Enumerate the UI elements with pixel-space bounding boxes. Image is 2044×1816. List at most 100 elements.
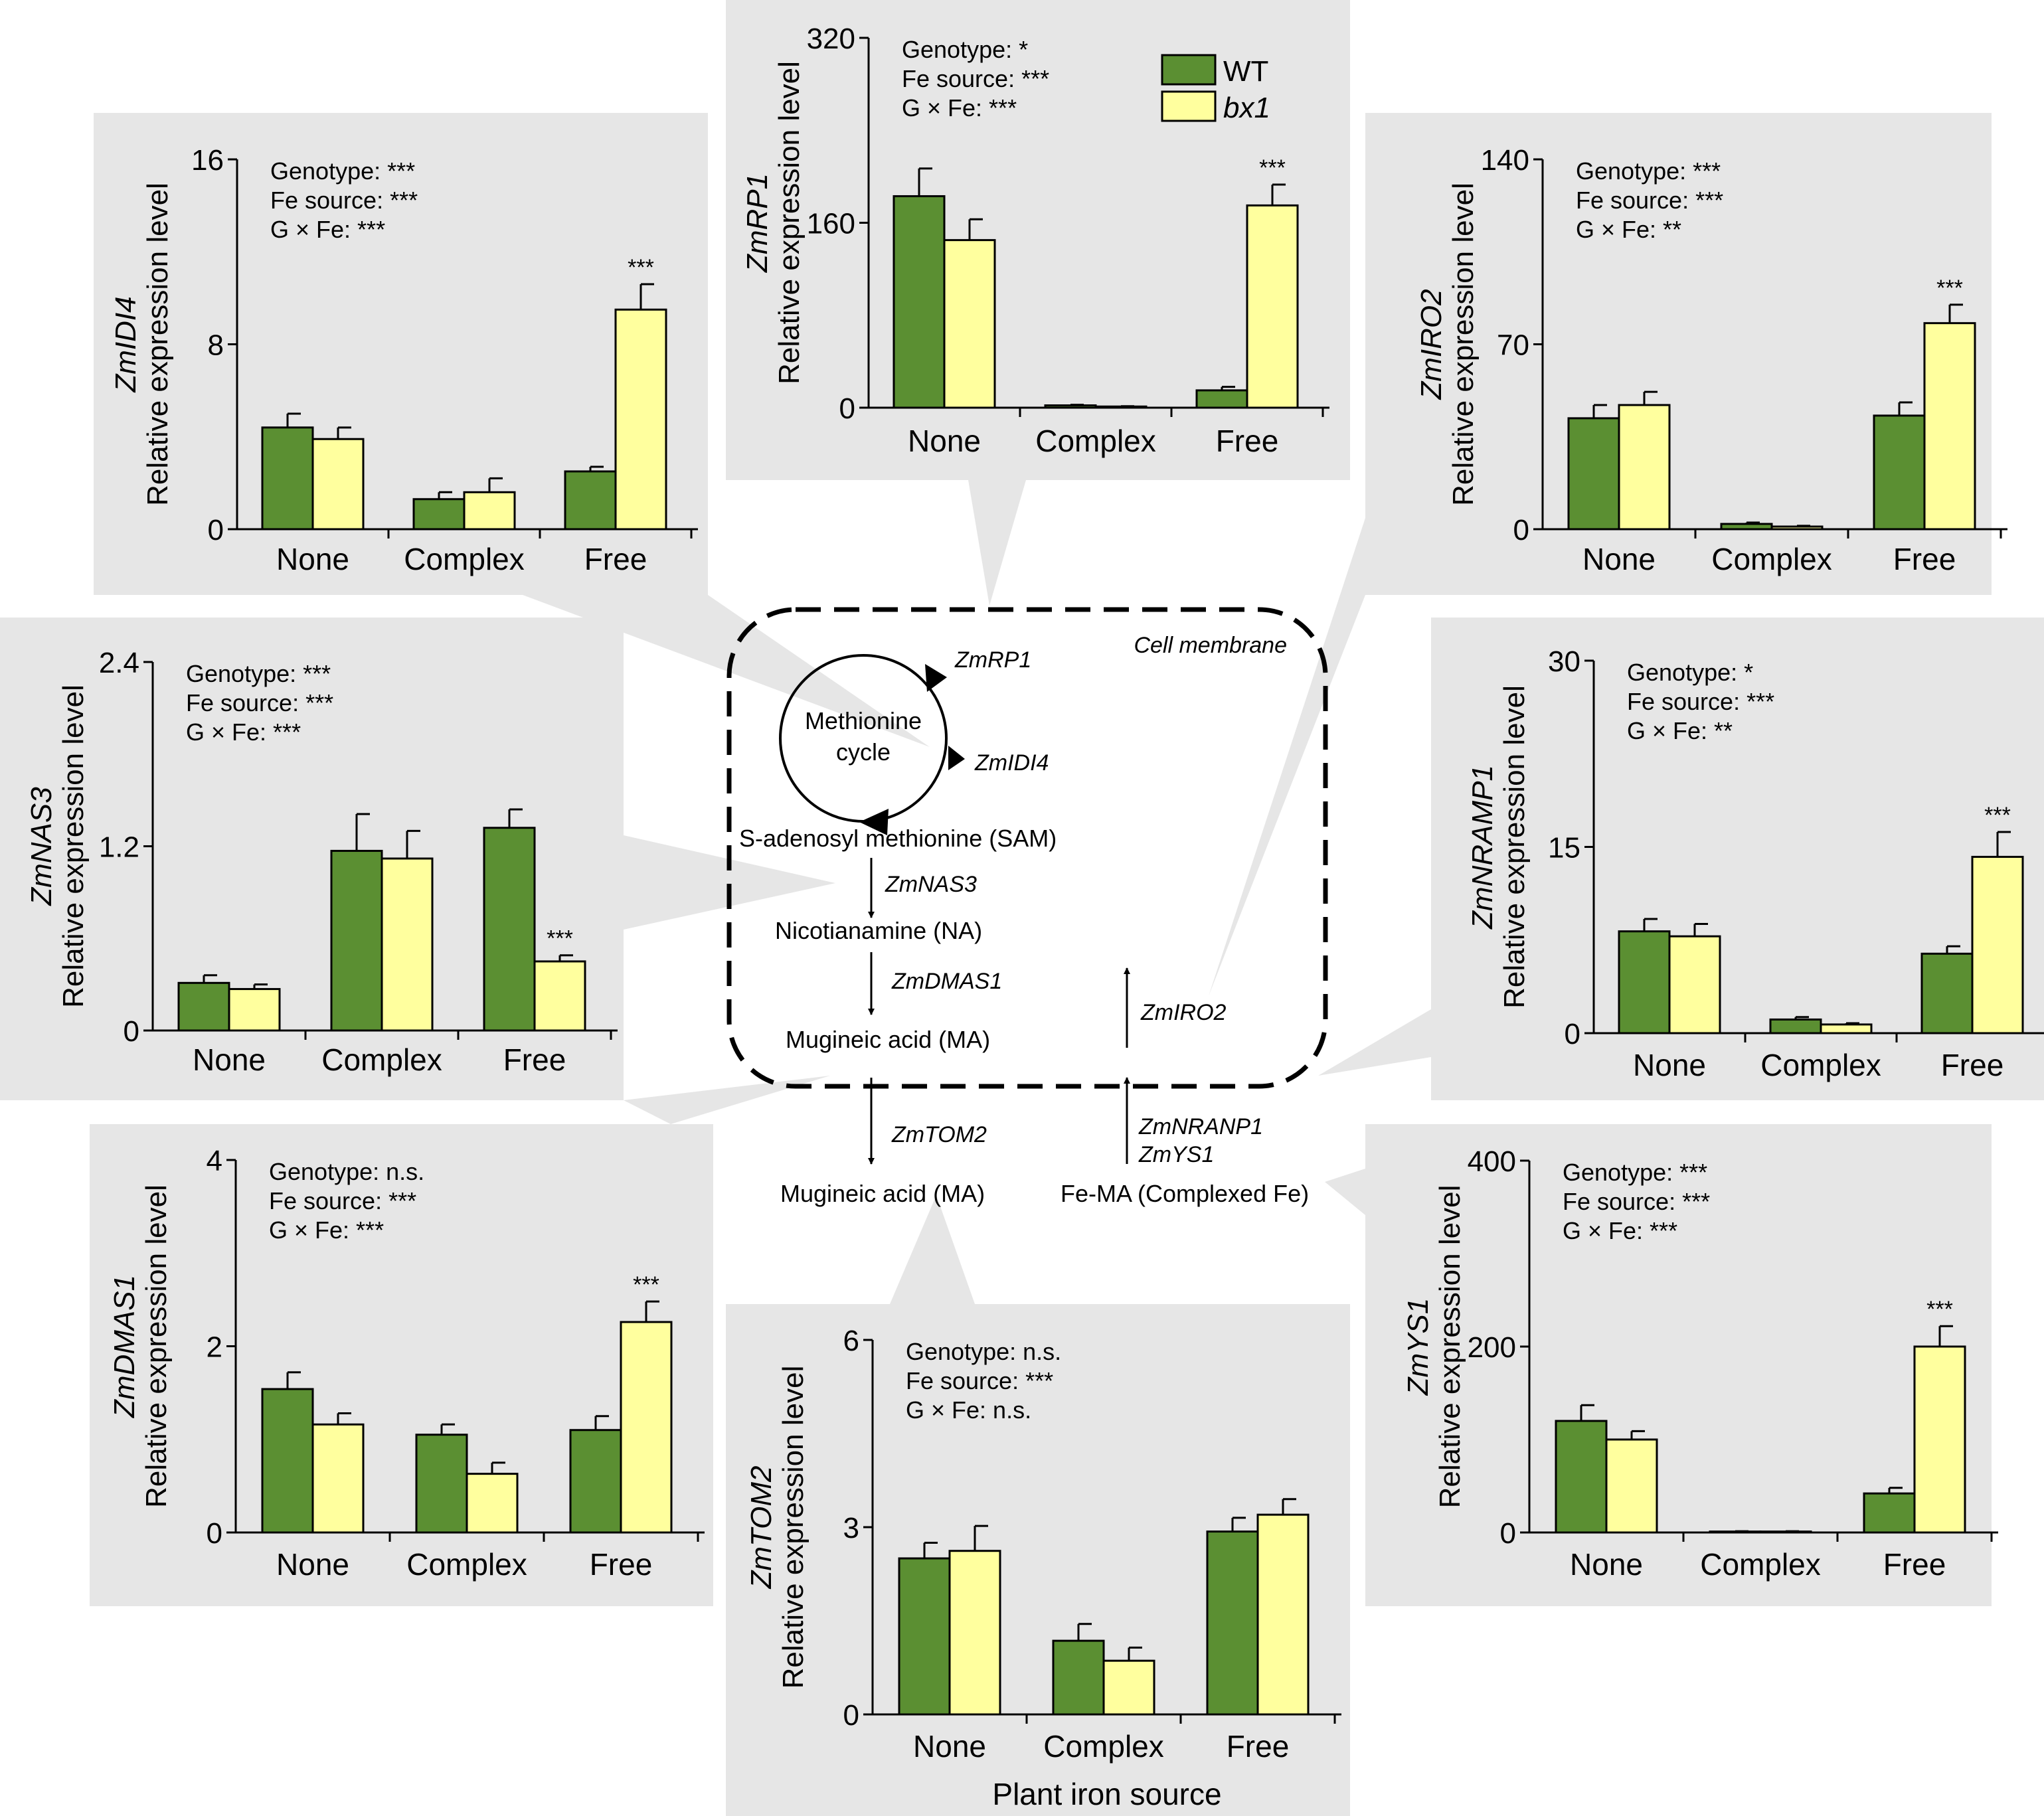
bar-wt-none [898, 1557, 951, 1716]
iron-uptake-pathway-diagram: Cell membrane Methionine cycle ZmRP1 ZmI… [726, 607, 1328, 1207]
y-tick-label: 0 [839, 392, 855, 425]
callout-zmnas3 [624, 835, 835, 930]
y-axis-label: Relative expression level [1434, 1185, 1466, 1509]
chart-panel-zmiro2: 0 70 140 None Complex *** Free Genotype: ***Fe … [1365, 113, 2007, 595]
y-tick-label: 320 [807, 23, 855, 55]
y-tick-label: 30 [1548, 645, 1580, 678]
bar-wt-none [177, 981, 230, 1032]
y-tick-label: 0 [1500, 1517, 1516, 1550]
y-tick-label: 0 [207, 1517, 222, 1550]
bar-wt-free [1863, 1492, 1916, 1534]
y-tick-label: 2 [207, 1331, 222, 1364]
chart-panel-zmys1: 0 200 400 None Complex *** Free Genotype: ***Fe… [1365, 1124, 1998, 1606]
stats-line: Fe source: *** [1576, 187, 1723, 214]
cycle-arrowhead-right [948, 746, 965, 770]
bar-bx1-complex [463, 491, 516, 531]
category-label: None [1633, 1048, 1706, 1082]
y-axis-label: Relative expression level [141, 183, 174, 506]
chart-panel-zmnramp1: 0 15 30 None Complex *** Free Genotype: *Fe sou… [1431, 618, 2044, 1100]
legend-swatch-bx1 [1161, 90, 1217, 122]
y-tick-label: 4 [207, 1145, 222, 1177]
bar-bx1-none [948, 1550, 1001, 1716]
y-axis-label: Relative expression level [1498, 685, 1531, 1009]
methionine-cycle-label: Methionine [805, 707, 922, 734]
y-tick-label: 400 [1468, 1145, 1516, 1178]
category-label: Free [1883, 1547, 1946, 1582]
chart-panel-zmidi4: 0 8 16 None Complex *** Free Genotype: ***Fe so… [94, 113, 708, 595]
bar-bx1-complex [1820, 1023, 1873, 1034]
category-label: None [913, 1729, 986, 1764]
bar-wt-none [1618, 930, 1671, 1034]
category-label: Free [1216, 424, 1279, 458]
step-zmys1-label: ZmYS1 [1138, 1142, 1214, 1167]
y-tick-label: 6 [843, 1325, 859, 1357]
bar-bx1-free [1913, 1345, 1966, 1534]
stats-line: Genotype: *** [270, 157, 415, 185]
methionine-cycle-label-line2: cycle [836, 738, 891, 766]
legend: WT bx1 [1161, 54, 1270, 124]
bar-bx1-none [228, 988, 281, 1032]
category-label: None [1570, 1547, 1643, 1582]
bar-wt-complex [1769, 1018, 1822, 1034]
bar-wt-none [893, 195, 946, 409]
chart-panel-zmnas3: 0 1.2 2.4 None Complex *** Free Genotype: ***Fe… [0, 618, 624, 1100]
step-zmnranp1-label: ZmNRANP1 [1138, 1114, 1263, 1139]
legend-label-bx1: bx1 [1223, 92, 1270, 124]
significance-label: *** [633, 1272, 659, 1297]
category-label: None [276, 1547, 349, 1582]
bar-wt-free [564, 470, 617, 531]
bar-wt-none [261, 426, 314, 531]
y-tick-label: 200 [1468, 1331, 1516, 1364]
step-zmdmas1-label: ZmDMAS1 [891, 969, 1002, 994]
stats-line: G × Fe: n.s. [906, 1396, 1031, 1424]
bar-wt-complex [1052, 1639, 1105, 1716]
bar-bx1-free [533, 960, 586, 1032]
bar-bx1-none [311, 1423, 365, 1534]
stats-line: Fe source: *** [902, 65, 1049, 92]
stats-line: G × Fe: *** [902, 94, 1017, 122]
gene-name-label: ZmRP1 [741, 173, 774, 273]
stats-line: G × Fe: *** [186, 718, 301, 746]
y-tick-label: 0 [124, 1015, 139, 1048]
callout-zmrp1 [968, 480, 1026, 606]
stats-line: G × Fe: *** [270, 216, 385, 243]
y-tick-label: 70 [1497, 329, 1529, 362]
y-tick-label: 8 [208, 329, 224, 362]
stats-line: Fe source: *** [270, 187, 418, 214]
category-label: Free [1893, 542, 1956, 576]
stats-line: Fe source: *** [1563, 1188, 1710, 1215]
bar-bx1-free [614, 308, 667, 531]
stats-line: G × Fe: ** [1627, 717, 1733, 744]
gene-name-label: ZmTOM2 [745, 1466, 778, 1590]
chart-panel-zmrp1: 0 160 320 None Complex *** Free Genotype: *Fe s… [726, 0, 1350, 480]
cycle-arrowhead-top [925, 664, 947, 692]
callout-zmtom2 [890, 1195, 975, 1304]
bar-wt-none [261, 1388, 314, 1534]
gene-name-label: ZmNRAMP1 [1466, 765, 1499, 930]
category-label: None [908, 424, 981, 458]
gene-name-label: ZmDMAS1 [108, 1275, 141, 1418]
step-zmnas3-label: ZmNAS3 [885, 872, 977, 897]
cell-membrane-label: Cell membrane [1134, 633, 1287, 658]
stats-line: Genotype: n.s. [269, 1158, 424, 1185]
bar-bx1-complex [1770, 525, 1824, 531]
significance-label: *** [1926, 1297, 1953, 1322]
category-label: Complex [1711, 542, 1832, 576]
bar-wt-free [569, 1429, 622, 1534]
bar-bx1-complex [1102, 1659, 1155, 1716]
bar-bx1-none [311, 438, 365, 531]
cycle-arrowhead-bottom [859, 809, 889, 835]
category-label: Complex [1035, 424, 1156, 458]
ma-outside-label: Mugineic acid (MA) [780, 1180, 985, 1207]
bar-bx1-none [1668, 935, 1721, 1034]
bar-wt-free [1873, 414, 1926, 531]
stats-line: Fe source: *** [186, 689, 333, 716]
y-axis-label: Relative expression level [1447, 183, 1480, 506]
bar-wt-none [1567, 417, 1620, 531]
callout-zmidi4 [523, 595, 930, 747]
y-tick-label: 0 [843, 1699, 859, 1732]
category-label: None [1582, 542, 1656, 576]
sam-label: S-adenosyl methionine (SAM) [739, 825, 1057, 852]
category-label: None [193, 1042, 266, 1077]
